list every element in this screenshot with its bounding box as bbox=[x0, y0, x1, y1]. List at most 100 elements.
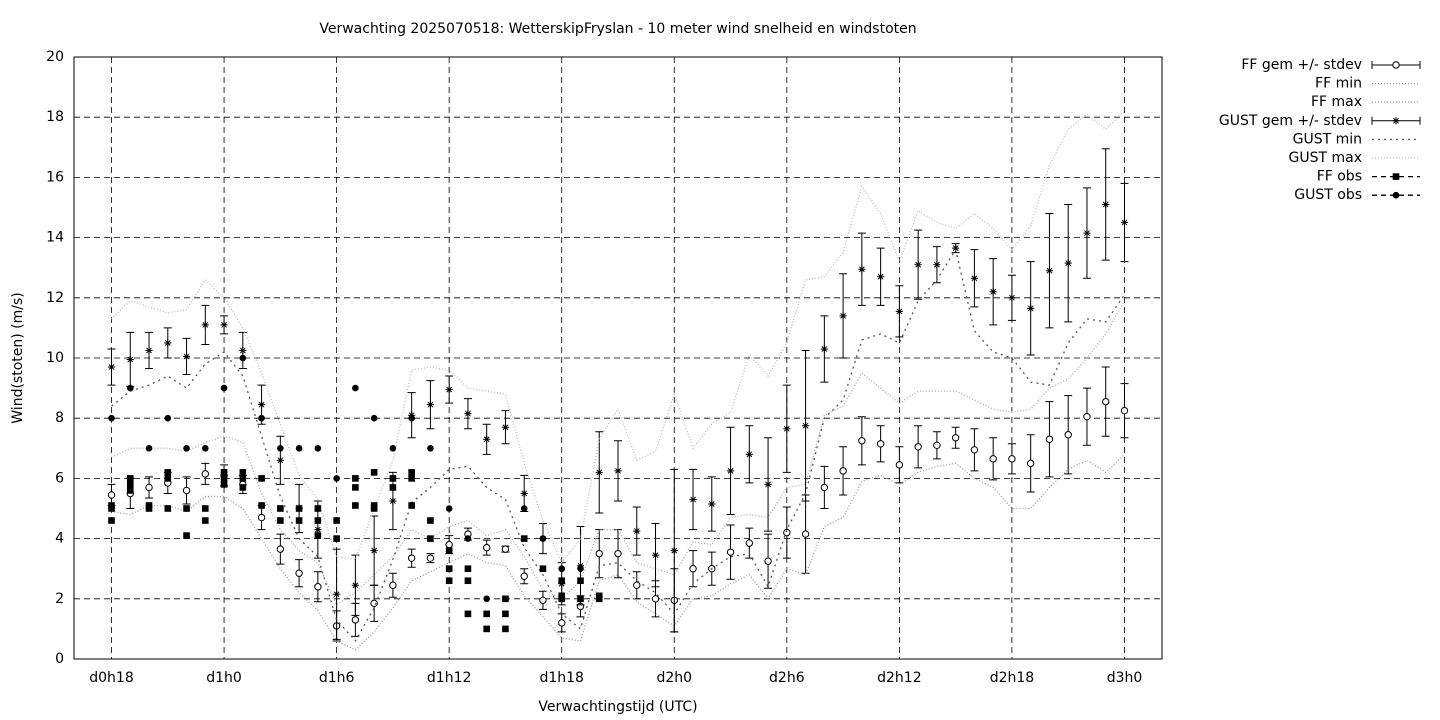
marker bbox=[258, 502, 265, 509]
marker bbox=[126, 481, 134, 488]
y-tick-label: 20 bbox=[46, 49, 64, 65]
marker bbox=[164, 469, 172, 476]
y-tick-label: 18 bbox=[46, 109, 64, 125]
marker bbox=[520, 489, 528, 498]
marker bbox=[1045, 435, 1054, 443]
marker bbox=[126, 487, 134, 494]
marker bbox=[370, 599, 378, 608]
marker bbox=[520, 535, 528, 542]
x-tick-label: d2h0 bbox=[656, 670, 692, 686]
legend-entry: GUST min bbox=[1293, 131, 1420, 147]
marker bbox=[239, 346, 247, 355]
marker bbox=[577, 577, 584, 585]
x-tick-label: d2h6 bbox=[769, 670, 805, 686]
marker bbox=[426, 554, 435, 562]
y-tick-label: 12 bbox=[46, 290, 64, 306]
marker bbox=[464, 410, 472, 418]
marker bbox=[107, 363, 116, 371]
marker bbox=[539, 535, 547, 542]
marker bbox=[295, 569, 303, 577]
marker bbox=[820, 483, 829, 492]
marker bbox=[1392, 173, 1400, 180]
legend-entry: FF max bbox=[1311, 94, 1420, 110]
legend-label: GUST obs bbox=[1294, 187, 1362, 203]
marker bbox=[258, 475, 265, 482]
y-tick-label: 2 bbox=[55, 591, 64, 607]
legend-entry: GUST obs bbox=[1294, 187, 1420, 203]
marker bbox=[1083, 229, 1091, 237]
series-line bbox=[111, 453, 1125, 651]
marker bbox=[951, 434, 960, 442]
marker bbox=[558, 565, 566, 572]
marker bbox=[520, 505, 528, 512]
marker bbox=[989, 288, 997, 296]
marker bbox=[164, 414, 172, 422]
marker bbox=[483, 610, 490, 618]
marker bbox=[839, 312, 847, 320]
marker bbox=[539, 596, 547, 605]
marker bbox=[314, 505, 322, 512]
marker bbox=[726, 548, 735, 556]
marker bbox=[370, 414, 378, 422]
marker bbox=[877, 273, 885, 281]
marker bbox=[783, 425, 791, 433]
marker bbox=[558, 619, 566, 627]
marker bbox=[464, 610, 472, 618]
marker bbox=[277, 517, 284, 524]
marker bbox=[220, 475, 228, 482]
marker bbox=[445, 577, 453, 585]
x-tick-label: d1h18 bbox=[539, 670, 583, 686]
marker bbox=[333, 590, 341, 598]
marker bbox=[295, 517, 303, 524]
x-tick-label: d1h6 bbox=[319, 670, 355, 686]
marker bbox=[182, 352, 191, 361]
x-tick-label: d1h0 bbox=[206, 670, 242, 686]
marker bbox=[426, 401, 435, 409]
marker bbox=[126, 475, 134, 482]
marker bbox=[764, 480, 772, 489]
marker bbox=[595, 592, 603, 600]
marker bbox=[764, 557, 772, 565]
marker bbox=[295, 445, 303, 452]
marker bbox=[333, 517, 340, 524]
marker bbox=[1102, 200, 1110, 209]
y-tick-label: 4 bbox=[55, 531, 64, 547]
marker bbox=[389, 581, 397, 589]
marker bbox=[201, 470, 210, 478]
marker bbox=[239, 469, 247, 476]
marker bbox=[989, 455, 997, 463]
legend-label: FF gem +/- stdev bbox=[1241, 57, 1362, 73]
x-tick-label: d2h12 bbox=[877, 670, 921, 686]
marker bbox=[483, 625, 490, 633]
marker bbox=[745, 450, 753, 458]
marker bbox=[895, 307, 903, 315]
marker bbox=[970, 446, 979, 454]
marker bbox=[670, 547, 678, 555]
marker bbox=[1120, 406, 1129, 415]
marker bbox=[689, 565, 697, 573]
marker bbox=[183, 505, 190, 512]
marker bbox=[1064, 431, 1072, 439]
marker bbox=[1026, 459, 1035, 468]
marker bbox=[933, 441, 941, 449]
legend-label: FF min bbox=[1315, 76, 1362, 92]
x-tick-label: d2h18 bbox=[990, 670, 1034, 686]
marker bbox=[876, 440, 885, 448]
marker bbox=[445, 565, 453, 572]
marker bbox=[1392, 61, 1400, 69]
marker bbox=[914, 443, 922, 451]
marker bbox=[482, 543, 491, 552]
marker bbox=[352, 484, 359, 491]
marker bbox=[164, 475, 172, 482]
marker bbox=[577, 565, 584, 572]
marker bbox=[202, 505, 209, 512]
marker bbox=[220, 321, 228, 329]
marker bbox=[464, 535, 472, 542]
marker bbox=[1102, 397, 1110, 406]
y-tick-label: 16 bbox=[46, 169, 64, 185]
marker bbox=[858, 437, 866, 445]
marker bbox=[970, 274, 979, 282]
marker bbox=[314, 445, 322, 452]
marker bbox=[801, 422, 810, 430]
marker bbox=[370, 547, 378, 555]
